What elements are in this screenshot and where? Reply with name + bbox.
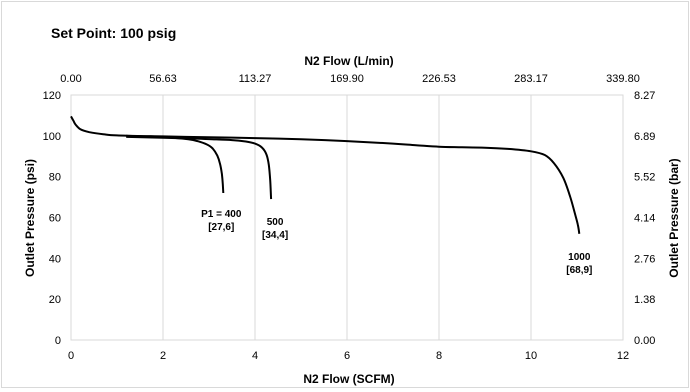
series-sublabel-1: [27,6] xyxy=(208,222,234,233)
y-tick-label: 0 xyxy=(55,335,61,347)
series-label-2: 500 xyxy=(267,217,284,228)
x-tick-label: 8 xyxy=(436,350,442,362)
x-tick-label: 0 xyxy=(68,350,74,362)
x2-tick-label: 283.17 xyxy=(514,73,548,85)
x2-tick-label: 226.53 xyxy=(422,73,456,85)
tick-labels: 0 0.00 2 56.63 4 113.27 6 169.90 8 226.53 10 283.17… xyxy=(43,73,656,362)
x2-tick-label: 113.27 xyxy=(239,73,272,85)
x2-tick-label: 169.90 xyxy=(330,73,364,85)
y2-tick-label: 8.27 xyxy=(634,90,655,102)
y-tick-label: 60 xyxy=(49,213,61,225)
series-sublabel-2: [34,4] xyxy=(262,230,288,241)
y-tick-label: 100 xyxy=(43,131,61,143)
plot-area-border xyxy=(70,94,624,341)
series-line-2 xyxy=(126,135,273,200)
x-tick-label: 6 xyxy=(344,350,350,362)
chart-title: Set Point: 100 psig xyxy=(51,25,176,41)
x2-tick-label: 56.63 xyxy=(149,73,177,85)
y-tick-label: 80 xyxy=(49,172,61,184)
series-line-1 xyxy=(126,134,225,194)
y2-tick-label: 4.14 xyxy=(634,213,655,225)
y2-tick-label: 0.00 xyxy=(634,335,655,347)
series-sublabel-3: [68,9] xyxy=(566,265,592,276)
y2-tick-label: 5.52 xyxy=(634,172,655,184)
flow-curve-chart: Set Point: 100 psig N2 Flow (L/min) N2 F… xyxy=(23,25,681,386)
y-tick-label: 40 xyxy=(49,253,61,265)
y2-tick-label: 1.38 xyxy=(634,294,655,306)
y2-tick-label: 2.76 xyxy=(634,253,655,265)
curves xyxy=(70,115,581,234)
series-label-1: P1 = 400 xyxy=(201,209,242,220)
series-label-3: 1000 xyxy=(568,252,591,263)
grid-layer xyxy=(70,94,624,341)
y-axis-title: Outlet Pressure (psi) xyxy=(23,159,37,277)
y2-axis-title: Outlet Pressure (bar) xyxy=(667,158,681,277)
curve-labels: P1 = 400 [27,6] 500 [34,4] 1000 [68,9] xyxy=(201,209,592,276)
y2-tick-label: 6.89 xyxy=(634,131,655,143)
x-tick-label: 12 xyxy=(617,350,629,362)
series-line-3 xyxy=(70,115,581,234)
x-tick-label: 2 xyxy=(160,350,166,362)
x2-tick-label: 0.00 xyxy=(60,73,81,85)
x-tick-label: 10 xyxy=(525,350,537,362)
x2-tick-label: 339.80 xyxy=(606,73,640,85)
x2-axis-title: N2 Flow (L/min) xyxy=(304,54,393,68)
x-tick-label: 4 xyxy=(252,350,258,362)
y-tick-label: 20 xyxy=(49,294,61,306)
y-tick-label: 120 xyxy=(43,90,61,102)
x-axis-title: N2 Flow (SCFM) xyxy=(303,372,394,386)
